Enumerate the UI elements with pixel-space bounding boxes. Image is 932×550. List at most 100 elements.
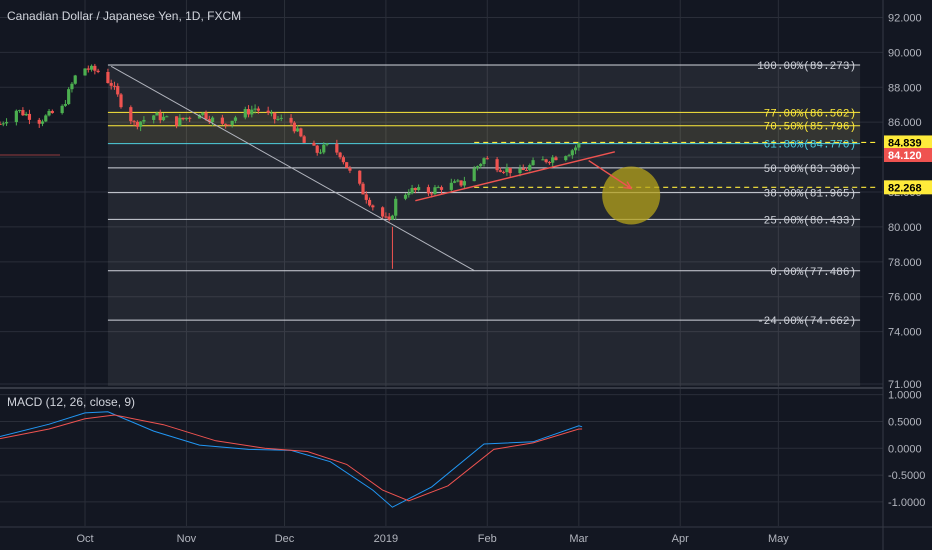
- candle[interactable]: [364, 191, 368, 204]
- candle[interactable]: [139, 121, 143, 132]
- candle[interactable]: [256, 106, 260, 114]
- candle[interactable]: [394, 196, 398, 220]
- candle[interactable]: [83, 68, 87, 76]
- candle[interactable]: [482, 157, 486, 167]
- candle[interactable]: [296, 125, 300, 133]
- candle[interactable]: [573, 145, 578, 155]
- candle[interactable]: [279, 114, 283, 122]
- candle[interactable]: [175, 116, 179, 129]
- candle[interactable]: [502, 170, 506, 174]
- candle[interactable]: [322, 142, 326, 155]
- candle[interactable]: [73, 74, 77, 85]
- target-zone-circle[interactable]: [602, 166, 661, 225]
- candle[interactable]: [250, 105, 254, 118]
- candle[interactable]: [456, 178, 460, 183]
- candle[interactable]: [233, 115, 238, 124]
- candle[interactable]: [18, 109, 22, 113]
- candle[interactable]: [367, 197, 372, 207]
- candle[interactable]: [269, 109, 274, 117]
- candle[interactable]: [472, 165, 476, 182]
- candle[interactable]: [417, 184, 421, 192]
- candle[interactable]: [508, 167, 512, 177]
- candle[interactable]: [498, 167, 502, 173]
- candle[interactable]: [403, 193, 408, 201]
- candle[interactable]: [165, 115, 169, 118]
- candle[interactable]: [44, 114, 48, 123]
- candle[interactable]: [178, 114, 182, 127]
- candle[interactable]: [564, 155, 568, 162]
- candle[interactable]: [462, 176, 466, 190]
- candle[interactable]: [1, 121, 5, 127]
- candle[interactable]: [14, 109, 18, 126]
- candle[interactable]: [358, 170, 362, 186]
- candle[interactable]: [410, 184, 414, 195]
- candle[interactable]: [361, 182, 365, 195]
- candle[interactable]: [227, 124, 231, 126]
- candle[interactable]: [220, 114, 224, 125]
- candle[interactable]: [152, 114, 156, 124]
- candle[interactable]: [273, 112, 277, 124]
- candle[interactable]: [70, 82, 74, 93]
- candle[interactable]: [230, 120, 234, 128]
- candle[interactable]: [348, 165, 352, 174]
- candle[interactable]: [86, 65, 90, 73]
- candle[interactable]: [528, 163, 532, 172]
- candle[interactable]: [551, 155, 555, 167]
- candle[interactable]: [312, 140, 316, 146]
- macd-series-signal[interactable]: [0, 414, 583, 502]
- candle[interactable]: [433, 184, 437, 197]
- candle[interactable]: [315, 144, 319, 156]
- candle[interactable]: [299, 127, 303, 138]
- projection-arrow-line[interactable]: [588, 159, 632, 190]
- candle[interactable]: [554, 155, 558, 161]
- candle[interactable]: [207, 115, 211, 124]
- candle[interactable]: [407, 189, 411, 198]
- candle[interactable]: [184, 117, 189, 121]
- candle[interactable]: [181, 117, 185, 121]
- candle[interactable]: [50, 109, 54, 114]
- candle[interactable]: [96, 68, 100, 74]
- candle[interactable]: [89, 64, 94, 72]
- candle[interactable]: [119, 93, 123, 109]
- candle[interactable]: [381, 206, 385, 220]
- candle[interactable]: [384, 212, 388, 219]
- candle[interactable]: [426, 184, 431, 196]
- candle[interactable]: [577, 141, 581, 151]
- support-trend-line[interactable]: [415, 151, 615, 202]
- candle[interactable]: [544, 158, 548, 164]
- candle[interactable]: [449, 178, 453, 192]
- candle[interactable]: [266, 106, 270, 116]
- candle[interactable]: [459, 180, 463, 188]
- downtrend-line[interactable]: [110, 65, 475, 271]
- macd-series-macd[interactable]: [0, 411, 583, 508]
- candle[interactable]: [47, 109, 51, 117]
- candle[interactable]: [302, 134, 306, 143]
- candle[interactable]: [246, 105, 251, 118]
- candle[interactable]: [341, 155, 345, 165]
- candle[interactable]: [109, 79, 113, 90]
- candle[interactable]: [436, 185, 440, 189]
- candle[interactable]: [253, 104, 257, 114]
- candle[interactable]: [155, 111, 159, 116]
- candle[interactable]: [413, 187, 417, 194]
- candle[interactable]: [338, 151, 342, 160]
- candle[interactable]: [93, 63, 97, 75]
- candle[interactable]: [567, 153, 571, 157]
- candle[interactable]: [289, 114, 293, 126]
- candle[interactable]: [475, 165, 480, 171]
- candle[interactable]: [521, 164, 525, 171]
- candle[interactable]: [439, 185, 444, 194]
- candle[interactable]: [0, 121, 2, 125]
- candle[interactable]: [387, 213, 391, 222]
- candle[interactable]: [142, 116, 146, 125]
- candle[interactable]: [335, 139, 339, 156]
- candle[interactable]: [60, 104, 64, 115]
- candle[interactable]: [570, 148, 574, 159]
- candle[interactable]: [21, 107, 25, 116]
- candle[interactable]: [188, 116, 192, 123]
- candle[interactable]: [531, 157, 535, 166]
- candle[interactable]: [4, 118, 9, 126]
- candle[interactable]: [318, 149, 323, 155]
- candle[interactable]: [505, 163, 509, 176]
